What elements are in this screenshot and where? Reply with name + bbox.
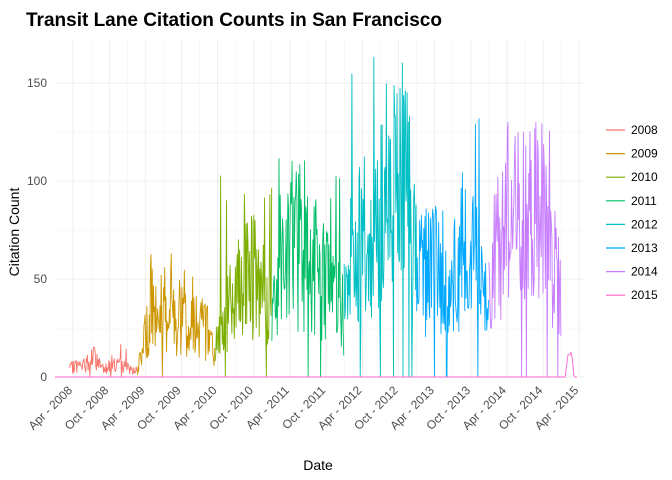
- legend-label-2014: 2014: [631, 265, 658, 279]
- legend-label-2009: 2009: [631, 147, 658, 161]
- y-tick-label: 100: [27, 174, 47, 188]
- series-lines: [55, 56, 577, 378]
- legend-label-2013: 2013: [631, 241, 658, 255]
- series-line-2009: [136, 253, 216, 378]
- legend-label-2012: 2012: [631, 217, 658, 231]
- y-axis-ticks: 0 50 100 150: [27, 76, 47, 384]
- chart-title: Transit Lane Citation Counts in San Fran…: [26, 10, 442, 31]
- series-line-2015: [55, 351, 577, 378]
- y-tick-label: 50: [34, 272, 48, 286]
- y-tick-label: 150: [27, 76, 47, 90]
- series-line-2010: [214, 175, 273, 378]
- y-axis-title: Citation Count: [6, 188, 22, 277]
- series-line-2011: [271, 158, 345, 378]
- legend-label-2015: 2015: [631, 288, 658, 302]
- series-line-2013: [416, 118, 489, 378]
- legend: 2008 2009 2010 2011 2012 2013 2014 2015: [606, 123, 658, 302]
- x-axis-title: Date: [303, 457, 333, 473]
- legend-label-2010: 2010: [631, 170, 658, 184]
- y-tick-label: 0: [40, 370, 47, 384]
- series-line-2008: [69, 343, 138, 378]
- series-line-2014: [488, 121, 562, 378]
- legend-label-2011: 2011: [631, 194, 657, 208]
- legend-label-2008: 2008: [631, 123, 658, 137]
